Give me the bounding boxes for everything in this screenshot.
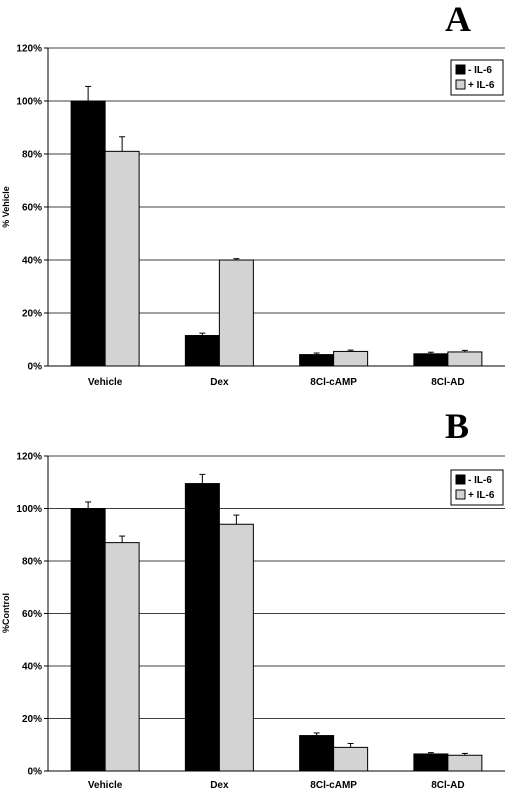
panel-a-category-label: 8Cl-cAMP — [310, 377, 357, 388]
panel-a-y-tick-label: 60% — [22, 203, 42, 214]
panel-b-bar — [299, 735, 335, 772]
panel-a-y-tick-label: 80% — [22, 150, 42, 161]
panel-b-y-tick-label: 40% — [22, 662, 42, 673]
panel-b-category-label: 8Cl-AD — [431, 780, 464, 791]
panel-a-category-label: Dex — [210, 377, 229, 388]
panel-b-y-tick-label: 20% — [22, 714, 42, 725]
panel-b-legend-label-plus: + IL-6 — [468, 490, 495, 501]
panel-b-category-labels: Vehicle Dex 8Cl-cAMP 8Cl-AD — [88, 780, 465, 791]
panel-b-y-tick-label: 80% — [22, 557, 42, 568]
panel-a-bar — [70, 100, 106, 367]
panel-a-legend-swatch-minus — [455, 64, 466, 75]
panel-a-y-tick-label: 20% — [22, 309, 42, 320]
panel-a-y-tick-label: 100% — [16, 97, 42, 108]
panel-b-bars — [70, 473, 483, 772]
panel-b-category-label: Vehicle — [88, 780, 123, 791]
panel-a-label: A — [445, 0, 471, 39]
panel-b-bar — [70, 508, 106, 772]
panel-a-legend-label-plus: + IL-6 — [468, 80, 495, 91]
panel-b-legend-swatch-minus — [455, 474, 466, 485]
panel-b-y-tick-label: 60% — [22, 609, 42, 620]
panel-b-bar — [413, 753, 449, 772]
panel-b-bar — [218, 523, 254, 772]
panel-b-y-tick-label: 0% — [28, 767, 43, 778]
panel-b: B 0% 20% 40% 60% 80% 100% 120% Vehicle Dex 8Cl-c… — [1, 406, 505, 791]
panel-b-y-axis-label: %Control — [1, 593, 11, 633]
panel-b-category-label: 8Cl-cAMP — [310, 780, 357, 791]
panel-a-legend: - IL-6 + IL-6 — [450, 59, 504, 96]
panel-b-y-tick-label: 100% — [16, 504, 42, 515]
panel-a-category-labels: Vehicle Dex 8Cl-cAMP 8Cl-AD — [88, 377, 465, 388]
panel-a-bar — [413, 353, 449, 367]
panel-a-y-tick-labels: 0% 20% 40% 60% 80% 100% 120% — [16, 44, 48, 373]
panel-a-y-tick-label: 40% — [22, 256, 42, 267]
panel-a-category-label: 8Cl-AD — [431, 377, 464, 388]
panel-b-bar — [104, 542, 140, 772]
panel-a-legend-label-minus: - IL-6 — [468, 65, 492, 76]
panel-a-bar — [104, 150, 140, 367]
panel-b-y-tick-label: 120% — [16, 452, 42, 463]
panel-b-y-tick-labels: 0% 20% 40% 60% 80% 100% 120% — [16, 452, 48, 778]
panel-a-y-tick-label: 0% — [28, 362, 43, 373]
panel-a-bar — [184, 335, 220, 367]
panel-b-bar — [184, 483, 220, 772]
panel-b-legend-swatch-plus — [455, 489, 466, 500]
panel-a-bars — [70, 85, 483, 367]
panel-b-bar — [333, 746, 369, 772]
panel-b-label: B — [445, 406, 469, 446]
panel-b-bar — [447, 754, 483, 772]
panel-b-legend: - IL-6 + IL-6 — [450, 469, 504, 506]
panel-a-bar — [218, 259, 254, 367]
panel-a-bar — [333, 350, 369, 367]
panel-a-bar — [299, 354, 335, 367]
panel-a-bar — [447, 351, 483, 367]
panel-a: A 0% 20% 40% 60% 80% 100% 120% Vehicle Dex 8Cl-c… — [1, 0, 505, 388]
panel-b-category-label: Dex — [210, 780, 229, 791]
panel-a-category-label: Vehicle — [88, 377, 123, 388]
panel-b-legend-label-minus: - IL-6 — [468, 475, 492, 486]
panel-a-y-axis-label: % Vehicle — [1, 186, 11, 228]
panel-a-y-tick-label: 120% — [16, 44, 42, 55]
panel-a-legend-swatch-plus — [455, 79, 466, 90]
